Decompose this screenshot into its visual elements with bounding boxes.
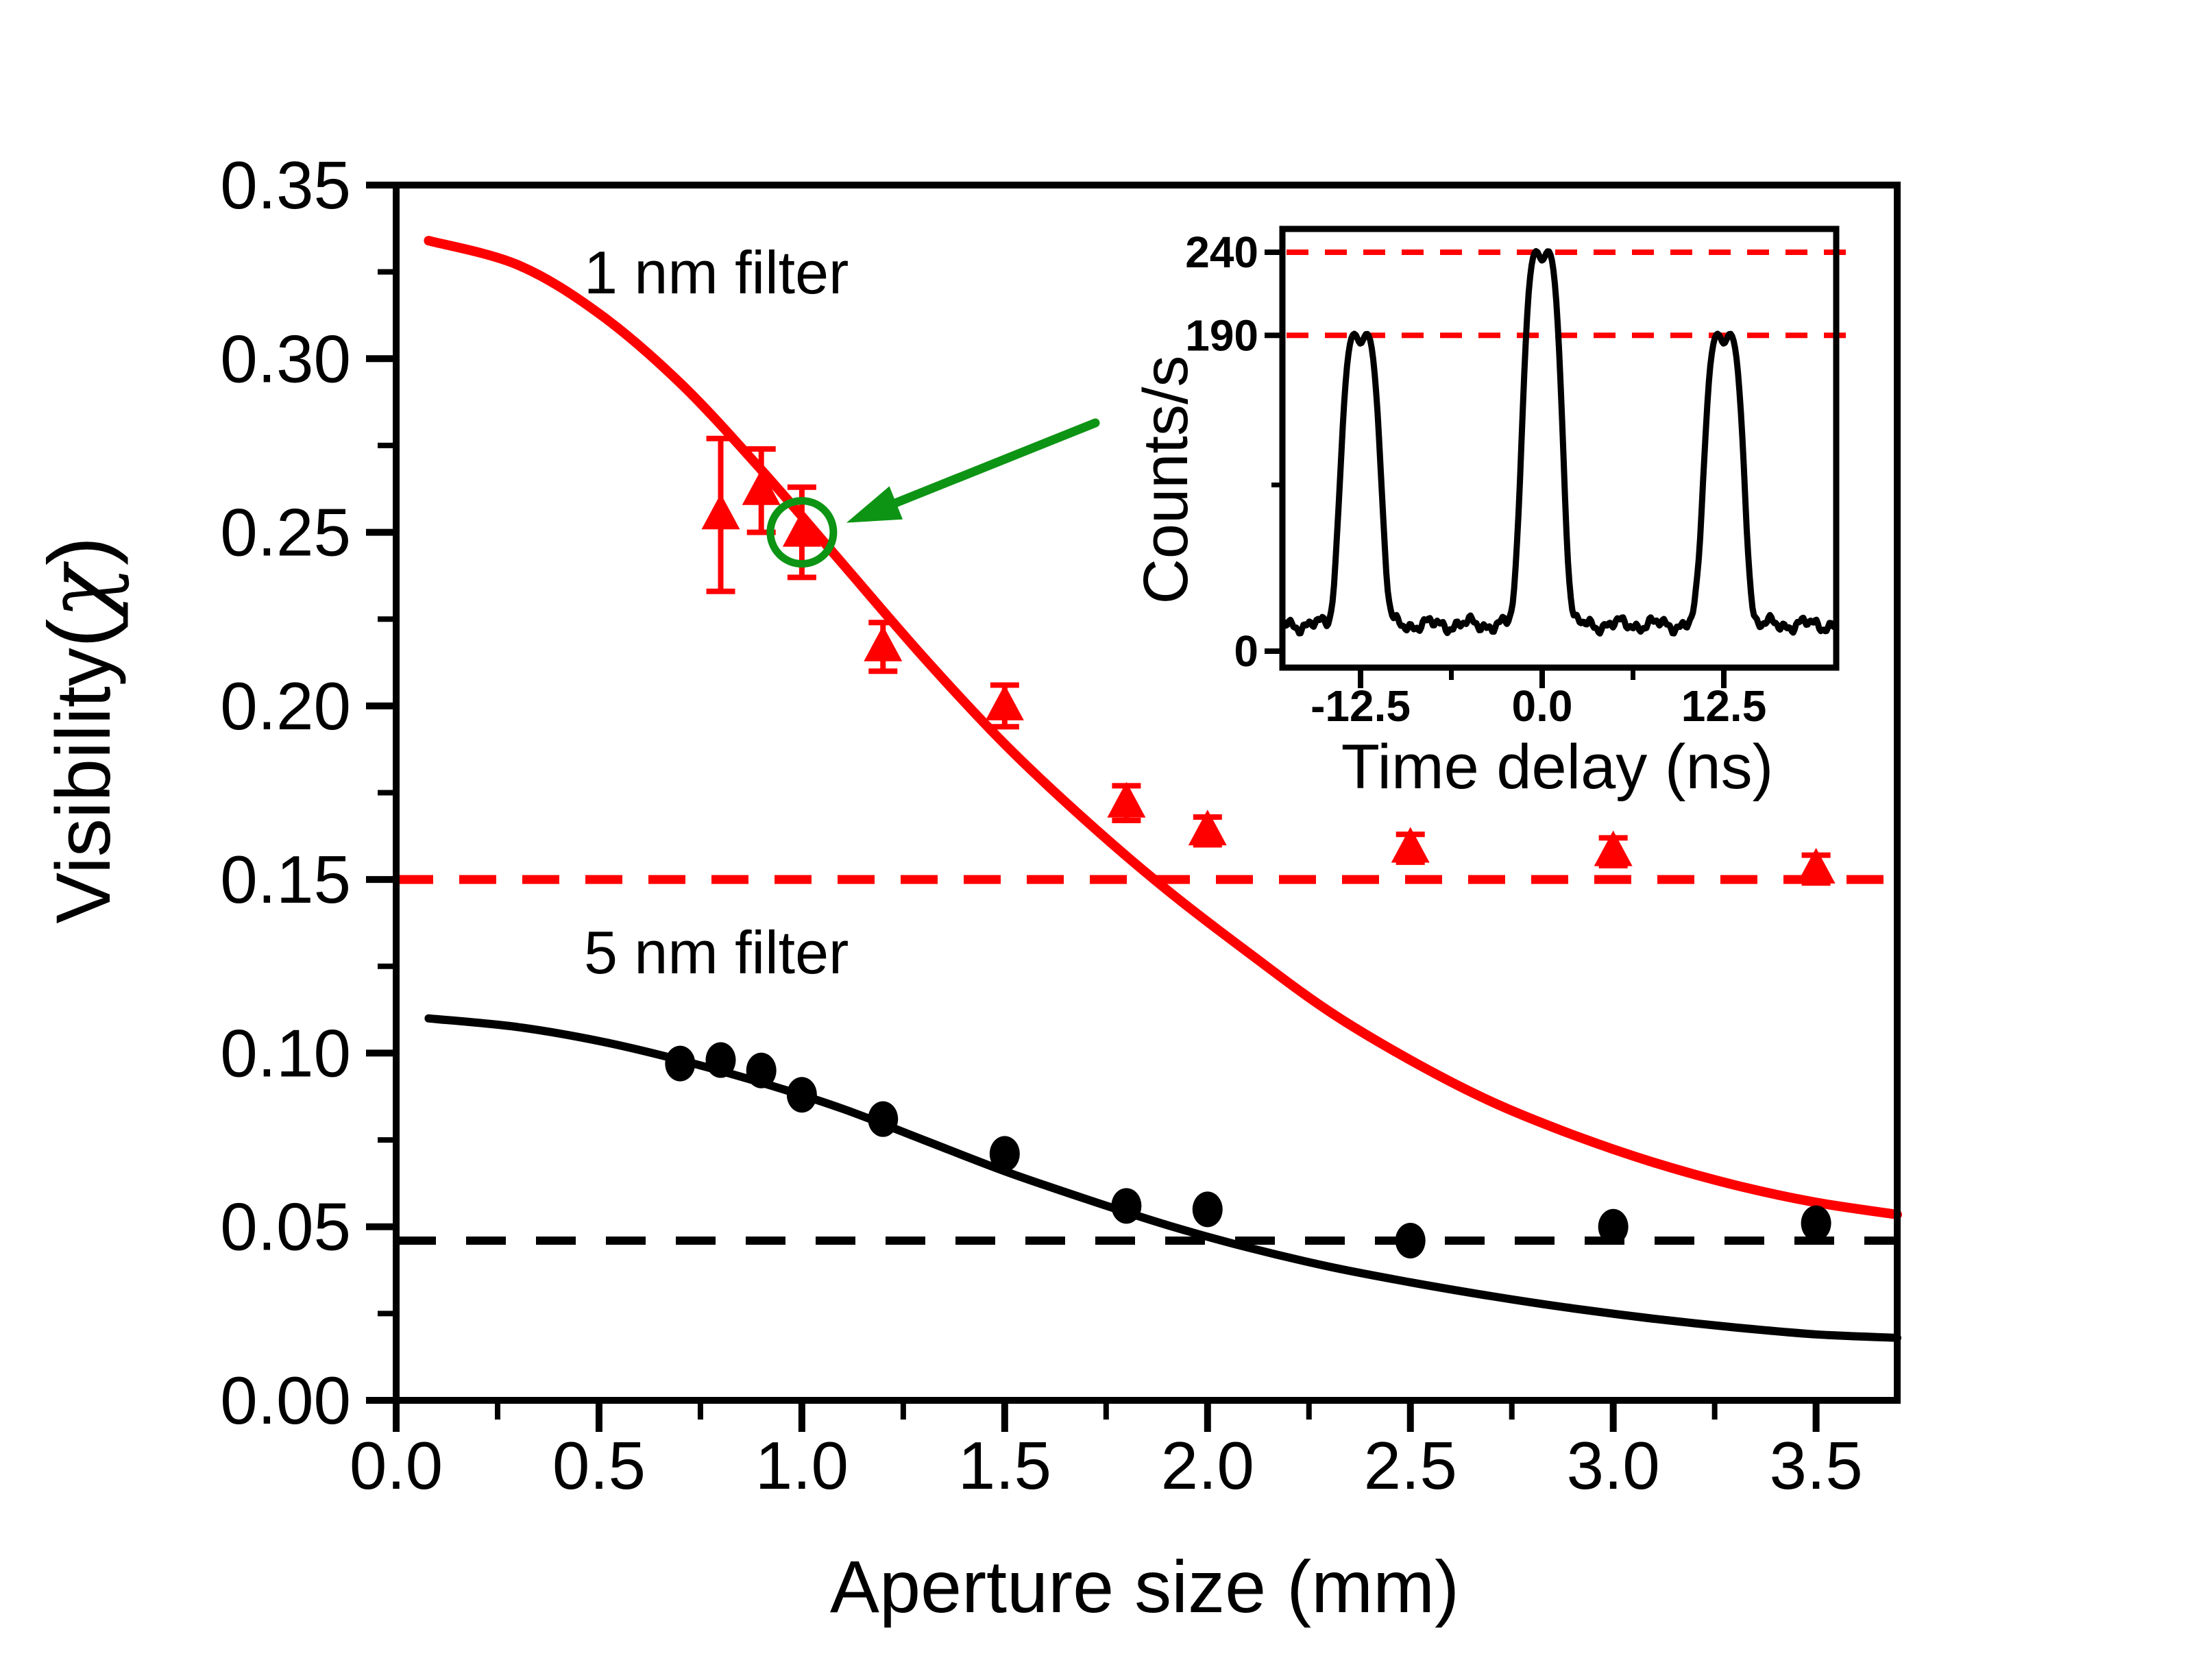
series-label-5nm: 5 nm filter bbox=[584, 918, 849, 986]
black-circle-point bbox=[746, 1052, 777, 1088]
annotation-arrow-head bbox=[846, 486, 903, 523]
inset-dashed-level-lines bbox=[1287, 249, 1846, 339]
main-tick-labels: 0.0 0.5 1.0 1.5 2.0 2.5 3.0 3.50.000.050.100.15… bbox=[220, 147, 1862, 1503]
y-tick-label: 0.30 bbox=[220, 321, 351, 396]
red-triangle-point bbox=[1594, 830, 1633, 866]
black-circle-point bbox=[1598, 1208, 1629, 1245]
inset-y-tick-label: 0 bbox=[1234, 626, 1258, 676]
black-circle-point bbox=[989, 1136, 1020, 1172]
y-tick-label: 0.25 bbox=[220, 495, 351, 570]
y-axis-title: Visibility(χ) bbox=[29, 536, 131, 923]
x-tick-label: 1.0 bbox=[755, 1428, 849, 1503]
black-circle-point bbox=[1395, 1222, 1426, 1258]
black-circle-point bbox=[1801, 1205, 1831, 1241]
main-plot: 0.0 0.5 1.0 1.5 2.0 2.5 3.0 3.50.000.050.100.15… bbox=[29, 147, 1902, 1628]
inset-x-tick-label: 0.0 bbox=[1512, 681, 1573, 731]
y-tick-label: 0.20 bbox=[220, 668, 351, 744]
y-tick-label: 0.35 bbox=[220, 147, 351, 223]
x-axis-title: Aperture size (mm) bbox=[830, 1545, 1459, 1628]
black-circle-point bbox=[1192, 1191, 1223, 1228]
inset-plot: -12.5 0.0 12.5 240 190 0 Time delay (ns) Coun… bbox=[1131, 226, 1846, 802]
inset-y-tick-label: 240 bbox=[1185, 228, 1258, 277]
inset-coincidence-curve bbox=[1280, 247, 1838, 637]
black-circle-point bbox=[665, 1045, 696, 1082]
inset-x-tick-label: 12.5 bbox=[1681, 681, 1767, 731]
red-fit-curve bbox=[424, 236, 1902, 1219]
y-tick-label: 0.10 bbox=[220, 1015, 351, 1091]
series-label-1nm: 1 nm filter bbox=[584, 239, 849, 306]
main-data-markers bbox=[665, 469, 1836, 1258]
x-tick-label: 0.0 bbox=[350, 1428, 443, 1503]
red-triangle-point bbox=[864, 625, 903, 661]
x-tick-label: 1.5 bbox=[958, 1428, 1051, 1503]
red-triangle-point bbox=[1188, 809, 1227, 846]
red-triangle-point bbox=[1391, 827, 1430, 863]
inset-tick-labels: -12.5 0.0 12.5 240 190 0 bbox=[1185, 228, 1766, 731]
annotation-arrow-shaft bbox=[886, 418, 1100, 510]
y-tick-label: 0.05 bbox=[220, 1189, 351, 1265]
inset-curve bbox=[1280, 247, 1838, 637]
x-tick-label: 3.0 bbox=[1567, 1428, 1660, 1503]
inset-x-tick-label: -12.5 bbox=[1311, 681, 1411, 731]
x-tick-label: 0.5 bbox=[552, 1428, 646, 1503]
red-triangle-point bbox=[742, 469, 781, 505]
red-triangle-point bbox=[1107, 781, 1146, 818]
red-triangle-point bbox=[1796, 847, 1836, 884]
red-triangle-point bbox=[782, 511, 821, 547]
black-circle-point bbox=[868, 1101, 899, 1137]
highlight-annotation bbox=[766, 418, 1100, 568]
black-circle-point bbox=[705, 1042, 736, 1078]
inset-y-tick-label: 190 bbox=[1185, 311, 1258, 360]
x-tick-label: 2.5 bbox=[1364, 1428, 1457, 1503]
black-circle-point bbox=[786, 1077, 817, 1113]
inset-x-axis-title: Time delay (ns) bbox=[1341, 732, 1774, 802]
red-triangle-point bbox=[701, 494, 740, 530]
black-circle-point bbox=[1111, 1188, 1142, 1224]
red-triangle-point bbox=[985, 684, 1024, 720]
highlight-circle bbox=[766, 497, 838, 568]
y-tick-label: 0.15 bbox=[220, 842, 351, 917]
x-tick-label: 2.0 bbox=[1161, 1428, 1254, 1503]
inset-axis-ticks bbox=[1265, 249, 1727, 688]
main-axis-ticks bbox=[366, 182, 1820, 1432]
inset-y-axis-title: Counts/s bbox=[1131, 355, 1201, 604]
inset-border bbox=[1279, 226, 1840, 671]
y-tick-label: 0.00 bbox=[220, 1363, 351, 1438]
x-tick-label: 3.5 bbox=[1770, 1428, 1863, 1503]
